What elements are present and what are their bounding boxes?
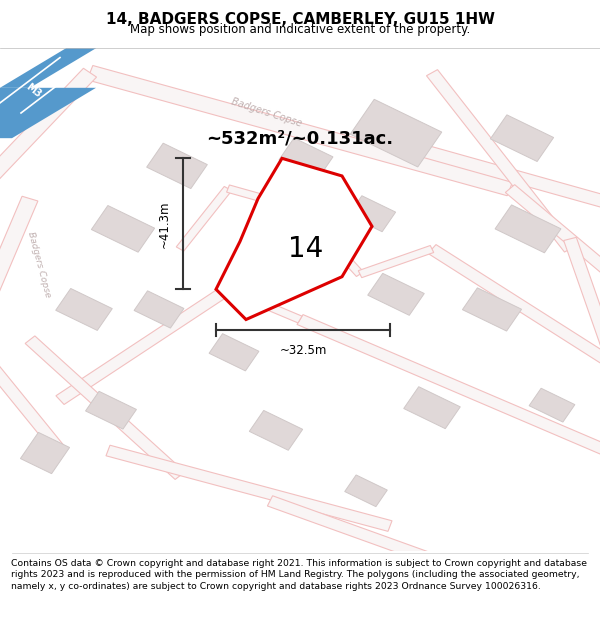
Polygon shape: [268, 496, 482, 581]
Polygon shape: [529, 388, 575, 422]
Text: Map shows position and indicative extent of the property.: Map shows position and indicative extent…: [130, 22, 470, 36]
Polygon shape: [505, 184, 600, 293]
Polygon shape: [358, 127, 600, 214]
Text: ~41.3m: ~41.3m: [157, 200, 170, 248]
Text: Badgers Copse: Badgers Copse: [230, 97, 304, 129]
Polygon shape: [87, 66, 513, 196]
Polygon shape: [226, 286, 302, 323]
Polygon shape: [563, 238, 600, 412]
Polygon shape: [296, 206, 364, 276]
Text: ~32.5m: ~32.5m: [280, 344, 326, 357]
Text: Badgers Copse: Badgers Copse: [26, 230, 52, 298]
Polygon shape: [227, 185, 301, 213]
Polygon shape: [216, 158, 372, 319]
Polygon shape: [25, 336, 185, 479]
Polygon shape: [0, 88, 96, 138]
Polygon shape: [277, 223, 317, 254]
Polygon shape: [56, 285, 232, 404]
Text: Contains OS data © Crown copyright and database right 2021. This information is : Contains OS data © Crown copyright and d…: [11, 559, 587, 591]
Text: M3: M3: [23, 81, 43, 99]
Polygon shape: [350, 99, 442, 167]
Polygon shape: [279, 138, 333, 179]
Polygon shape: [146, 143, 208, 189]
Polygon shape: [495, 205, 561, 252]
Polygon shape: [349, 196, 395, 232]
Polygon shape: [86, 391, 136, 429]
Polygon shape: [404, 387, 460, 429]
Polygon shape: [0, 196, 38, 342]
Polygon shape: [134, 291, 184, 328]
Polygon shape: [427, 69, 575, 252]
Text: ~532m²/~0.131ac.: ~532m²/~0.131ac.: [206, 129, 394, 147]
Polygon shape: [490, 115, 554, 161]
Polygon shape: [176, 186, 232, 251]
Polygon shape: [209, 334, 259, 371]
Polygon shape: [345, 475, 387, 507]
Polygon shape: [0, 68, 97, 203]
Polygon shape: [250, 411, 302, 450]
Text: 14: 14: [289, 235, 323, 263]
Polygon shape: [358, 246, 434, 278]
Polygon shape: [56, 289, 112, 331]
Polygon shape: [91, 206, 155, 252]
Polygon shape: [106, 445, 392, 531]
Polygon shape: [368, 273, 424, 316]
Polygon shape: [428, 244, 600, 379]
Polygon shape: [297, 314, 600, 466]
Polygon shape: [0, 38, 114, 88]
Polygon shape: [0, 336, 65, 454]
Polygon shape: [20, 432, 70, 474]
Polygon shape: [463, 288, 521, 331]
Text: 14, BADGERS COPSE, CAMBERLEY, GU15 1HW: 14, BADGERS COPSE, CAMBERLEY, GU15 1HW: [106, 12, 494, 27]
